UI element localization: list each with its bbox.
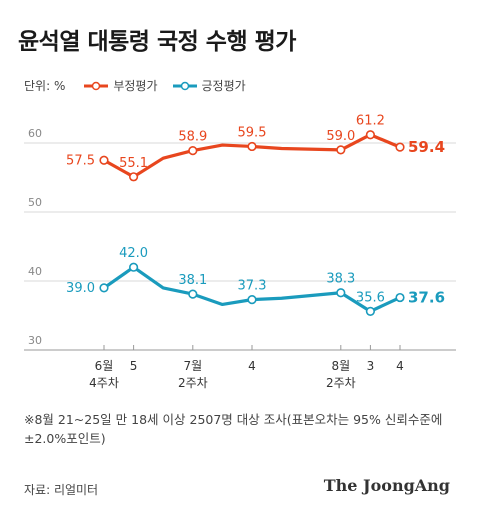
legend-label-positive: 긍정평가 (201, 79, 246, 93)
survey-note: ※8월 21~25일 만 18세 이상 2507명 대상 조사(표본오차는 95… (24, 412, 443, 446)
y-tick-label: 60 (28, 127, 42, 140)
data-point (365, 130, 376, 140)
data-point (99, 283, 109, 293)
data-label: 42.0 (119, 246, 148, 261)
series-line-negative (103, 133, 401, 179)
x-tick-label: 3 (367, 359, 375, 373)
x-tick-label: 4 (396, 359, 404, 373)
data-point (247, 141, 257, 152)
data-label: 59.5 (238, 125, 267, 140)
data-point (188, 289, 198, 299)
data-label: 59.0 (326, 129, 355, 144)
x-tick-label-sub: 2주차 (178, 376, 208, 390)
data-point (247, 295, 257, 305)
y-tick-label: 30 (28, 334, 42, 347)
chart-title: 윤석열 대통령 국정 수행 평가 (18, 29, 296, 55)
legend-item-negative: 부정평가 (83, 77, 158, 94)
legend-label-negative: 부정평가 (113, 79, 158, 93)
x-tick-label: 8월 (331, 359, 350, 373)
x-tick-label-sub: 4주차 (89, 376, 119, 390)
series-line-positive (103, 265, 401, 313)
x-tick-label: 5 (130, 359, 138, 373)
data-point (395, 142, 405, 152)
data-point (188, 145, 198, 156)
data-label: 61.2 (356, 114, 385, 129)
legend-swatch-positive (172, 81, 197, 90)
x-tick-label: 6월 (95, 359, 114, 373)
x-tick-label: 4 (248, 359, 256, 373)
data-label: 38.3 (326, 272, 355, 287)
data-label: 59.4 (408, 138, 445, 156)
data-point (365, 306, 376, 316)
data-label: 37.6 (408, 289, 445, 307)
x-tick-label-sub: 2주차 (326, 376, 356, 390)
legend-item-positive: 긍정평가 (172, 77, 246, 94)
data-label: 37.3 (238, 279, 267, 294)
data-label: 58.9 (178, 130, 207, 145)
y-tick-label: 50 (28, 196, 42, 209)
legend-swatch-negative (84, 81, 109, 90)
data-point (395, 292, 405, 303)
data-point (336, 145, 346, 155)
data-point (129, 262, 139, 272)
data-label: 35.6 (356, 290, 385, 305)
data-label: 38.1 (178, 273, 207, 288)
source-label: 자료: 리얼미터 (24, 483, 99, 497)
unit-label: 단위: % (24, 79, 66, 93)
data-point (129, 172, 139, 182)
legend: 단위: % 부정평가 긍정평가 (24, 77, 260, 94)
data-label: 57.5 (66, 153, 95, 168)
data-point (99, 155, 109, 165)
data-label: 55.1 (119, 156, 148, 171)
brand-logo: The JoongAng (323, 476, 450, 495)
data-label: 39.0 (66, 281, 95, 296)
y-tick-label: 40 (28, 265, 42, 278)
line-chart: 30 40 50 60 6월 4주차 5 7월 2주차 4 8월 2주차 3 4 57.5 55.1 58.9 5… (24, 114, 456, 390)
data-point (336, 288, 346, 298)
x-tick-label: 7월 (183, 359, 202, 373)
